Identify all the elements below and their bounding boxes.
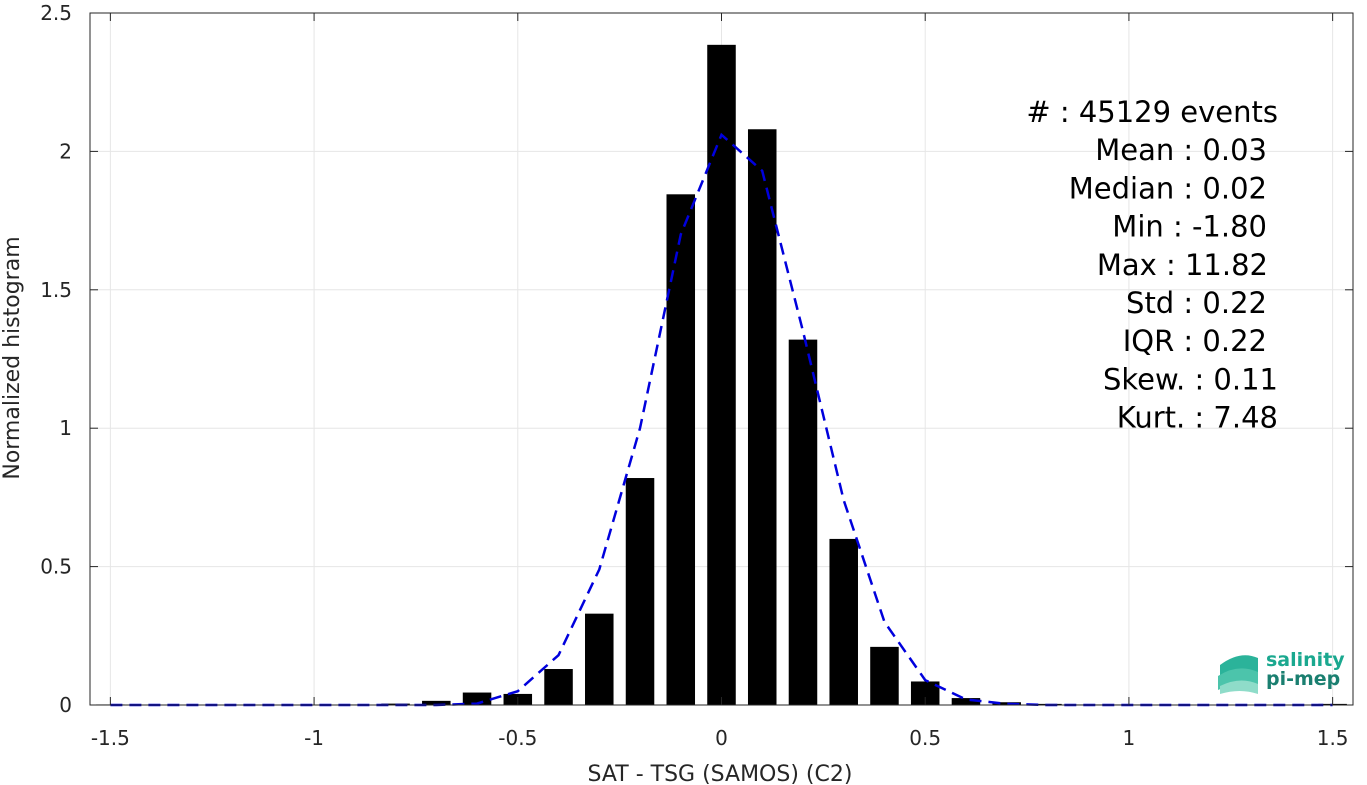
- histogram-bar: [422, 700, 451, 705]
- histogram-bar: [585, 613, 614, 705]
- x-tick-label: 1.5: [1317, 726, 1349, 750]
- x-tick-label: -0.5: [498, 726, 537, 750]
- histogram-bar: [707, 44, 736, 705]
- salinity-pi-mep-logo: salinity pi-mep: [1218, 649, 1345, 694]
- y-tick-label: 2.5: [40, 1, 72, 25]
- y-tick-label: 0: [59, 693, 72, 717]
- histogram-bar: [910, 681, 940, 705]
- stats-line: IQR : 0.22: [1123, 324, 1267, 358]
- stats-line: Skew. : 0.11: [1103, 362, 1278, 396]
- stats-box: # : 45129 events Mean : 0.03 Median : 0.02…: [1026, 95, 1278, 435]
- stats-line: # : 45129 events: [1026, 95, 1278, 129]
- histogram-bar: [666, 194, 696, 705]
- x-tick-label: 0.5: [909, 726, 941, 750]
- y-tick-label: 2: [59, 139, 72, 163]
- x-tick-label: 0: [715, 726, 728, 750]
- logo-text-pi-mep: pi-mep: [1266, 668, 1340, 690]
- stats-line: Kurt. : 7.48: [1117, 401, 1278, 435]
- x-tick-label: 1: [1123, 726, 1136, 750]
- x-tick-label: -1.5: [91, 726, 130, 750]
- stats-line: Std : 0.22: [1126, 286, 1267, 320]
- histogram-bar: [992, 702, 1021, 705]
- tick-labels: -1.5 -1 -0.5 0 0.5 1 1.5 0 0.5 1 1.5 2 2.5: [40, 1, 1348, 750]
- histogram-bar: [544, 669, 573, 705]
- histogram-bar: [462, 692, 492, 705]
- histogram-bar: [829, 538, 858, 705]
- axes-frame: [89, 12, 1354, 706]
- x-axis-title: SAT - TSG (SAMOS) (C2): [588, 762, 853, 785]
- histogram-bar: [788, 339, 818, 705]
- histogram-bar: [625, 478, 655, 705]
- y-axis-title: Normalized histogram: [0, 236, 25, 479]
- stats-line: Max : 11.82: [1097, 248, 1268, 282]
- stats-line: Mean : 0.03: [1095, 133, 1267, 167]
- histogram-bar: [870, 646, 899, 705]
- wave-logo-icon: [1218, 655, 1258, 694]
- logo-text-salinity: salinity: [1266, 649, 1345, 671]
- stats-line: Median : 0.02: [1069, 171, 1267, 205]
- histogram-bar: [747, 129, 777, 706]
- x-tick-label: -1: [304, 726, 324, 750]
- y-tick-label: 1.5: [40, 278, 72, 302]
- y-tick-label: 1: [59, 416, 72, 440]
- stats-line: Min : -1.80: [1112, 210, 1267, 244]
- histogram-bar: [951, 698, 981, 705]
- y-tick-label: 0.5: [40, 555, 72, 579]
